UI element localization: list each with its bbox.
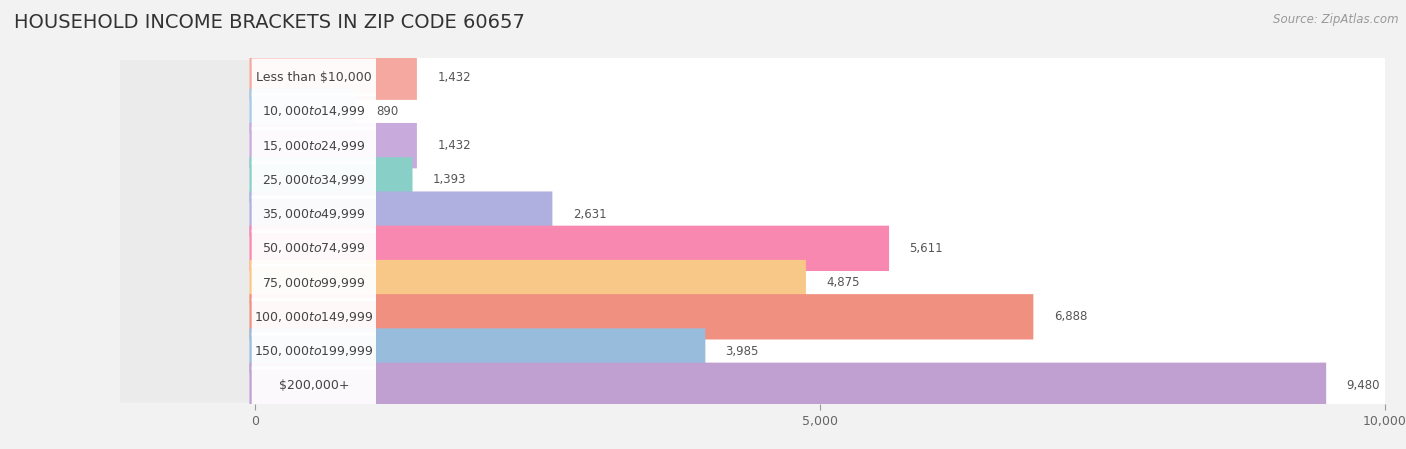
- Text: $35,000 to $49,999: $35,000 to $49,999: [262, 207, 366, 221]
- FancyBboxPatch shape: [249, 363, 1326, 408]
- FancyBboxPatch shape: [120, 94, 1385, 128]
- FancyBboxPatch shape: [249, 260, 806, 305]
- Text: $150,000 to $199,999: $150,000 to $199,999: [254, 344, 374, 358]
- FancyBboxPatch shape: [249, 294, 1033, 339]
- Text: 2,631: 2,631: [572, 207, 606, 220]
- Text: $75,000 to $99,999: $75,000 to $99,999: [262, 276, 366, 290]
- FancyBboxPatch shape: [120, 60, 1385, 94]
- FancyBboxPatch shape: [249, 328, 1391, 374]
- Text: HOUSEHOLD INCOME BRACKETS IN ZIP CODE 60657: HOUSEHOLD INCOME BRACKETS IN ZIP CODE 60…: [14, 13, 524, 32]
- FancyBboxPatch shape: [252, 264, 375, 301]
- Text: $100,000 to $149,999: $100,000 to $149,999: [254, 310, 374, 324]
- Text: 1,432: 1,432: [437, 70, 471, 84]
- FancyBboxPatch shape: [249, 157, 1391, 202]
- FancyBboxPatch shape: [120, 163, 1385, 197]
- Text: 1,432: 1,432: [437, 139, 471, 152]
- FancyBboxPatch shape: [249, 54, 1391, 100]
- Text: $200,000+: $200,000+: [278, 379, 349, 392]
- FancyBboxPatch shape: [249, 260, 1391, 305]
- Text: $10,000 to $14,999: $10,000 to $14,999: [262, 105, 366, 119]
- FancyBboxPatch shape: [249, 89, 356, 134]
- FancyBboxPatch shape: [249, 191, 1391, 237]
- Text: 5,611: 5,611: [910, 242, 943, 255]
- FancyBboxPatch shape: [120, 231, 1385, 265]
- FancyBboxPatch shape: [120, 265, 1385, 300]
- FancyBboxPatch shape: [252, 366, 375, 404]
- Text: 1,393: 1,393: [433, 173, 467, 186]
- FancyBboxPatch shape: [252, 298, 375, 335]
- FancyBboxPatch shape: [252, 195, 375, 233]
- Text: $50,000 to $74,999: $50,000 to $74,999: [262, 242, 366, 255]
- FancyBboxPatch shape: [249, 54, 418, 100]
- Text: 4,875: 4,875: [827, 276, 859, 289]
- FancyBboxPatch shape: [120, 368, 1385, 402]
- FancyBboxPatch shape: [249, 123, 1391, 168]
- Text: 6,888: 6,888: [1053, 310, 1087, 323]
- FancyBboxPatch shape: [120, 128, 1385, 163]
- FancyBboxPatch shape: [249, 191, 553, 237]
- FancyBboxPatch shape: [252, 229, 375, 267]
- FancyBboxPatch shape: [252, 332, 375, 370]
- FancyBboxPatch shape: [249, 294, 1391, 339]
- FancyBboxPatch shape: [249, 328, 706, 374]
- Text: 890: 890: [375, 105, 398, 118]
- FancyBboxPatch shape: [249, 226, 889, 271]
- FancyBboxPatch shape: [120, 334, 1385, 368]
- FancyBboxPatch shape: [249, 157, 412, 202]
- FancyBboxPatch shape: [249, 123, 418, 168]
- FancyBboxPatch shape: [120, 299, 1385, 334]
- Text: 9,480: 9,480: [1347, 379, 1381, 392]
- FancyBboxPatch shape: [249, 363, 1391, 408]
- Text: $25,000 to $34,999: $25,000 to $34,999: [262, 173, 366, 187]
- Text: Less than $10,000: Less than $10,000: [256, 70, 371, 84]
- Text: 3,985: 3,985: [725, 344, 759, 357]
- Text: Source: ZipAtlas.com: Source: ZipAtlas.com: [1274, 13, 1399, 26]
- FancyBboxPatch shape: [252, 92, 375, 130]
- FancyBboxPatch shape: [252, 161, 375, 198]
- FancyBboxPatch shape: [252, 127, 375, 164]
- FancyBboxPatch shape: [120, 197, 1385, 231]
- Text: $15,000 to $24,999: $15,000 to $24,999: [262, 139, 366, 153]
- FancyBboxPatch shape: [252, 58, 375, 96]
- FancyBboxPatch shape: [249, 226, 1391, 271]
- FancyBboxPatch shape: [249, 89, 1391, 134]
